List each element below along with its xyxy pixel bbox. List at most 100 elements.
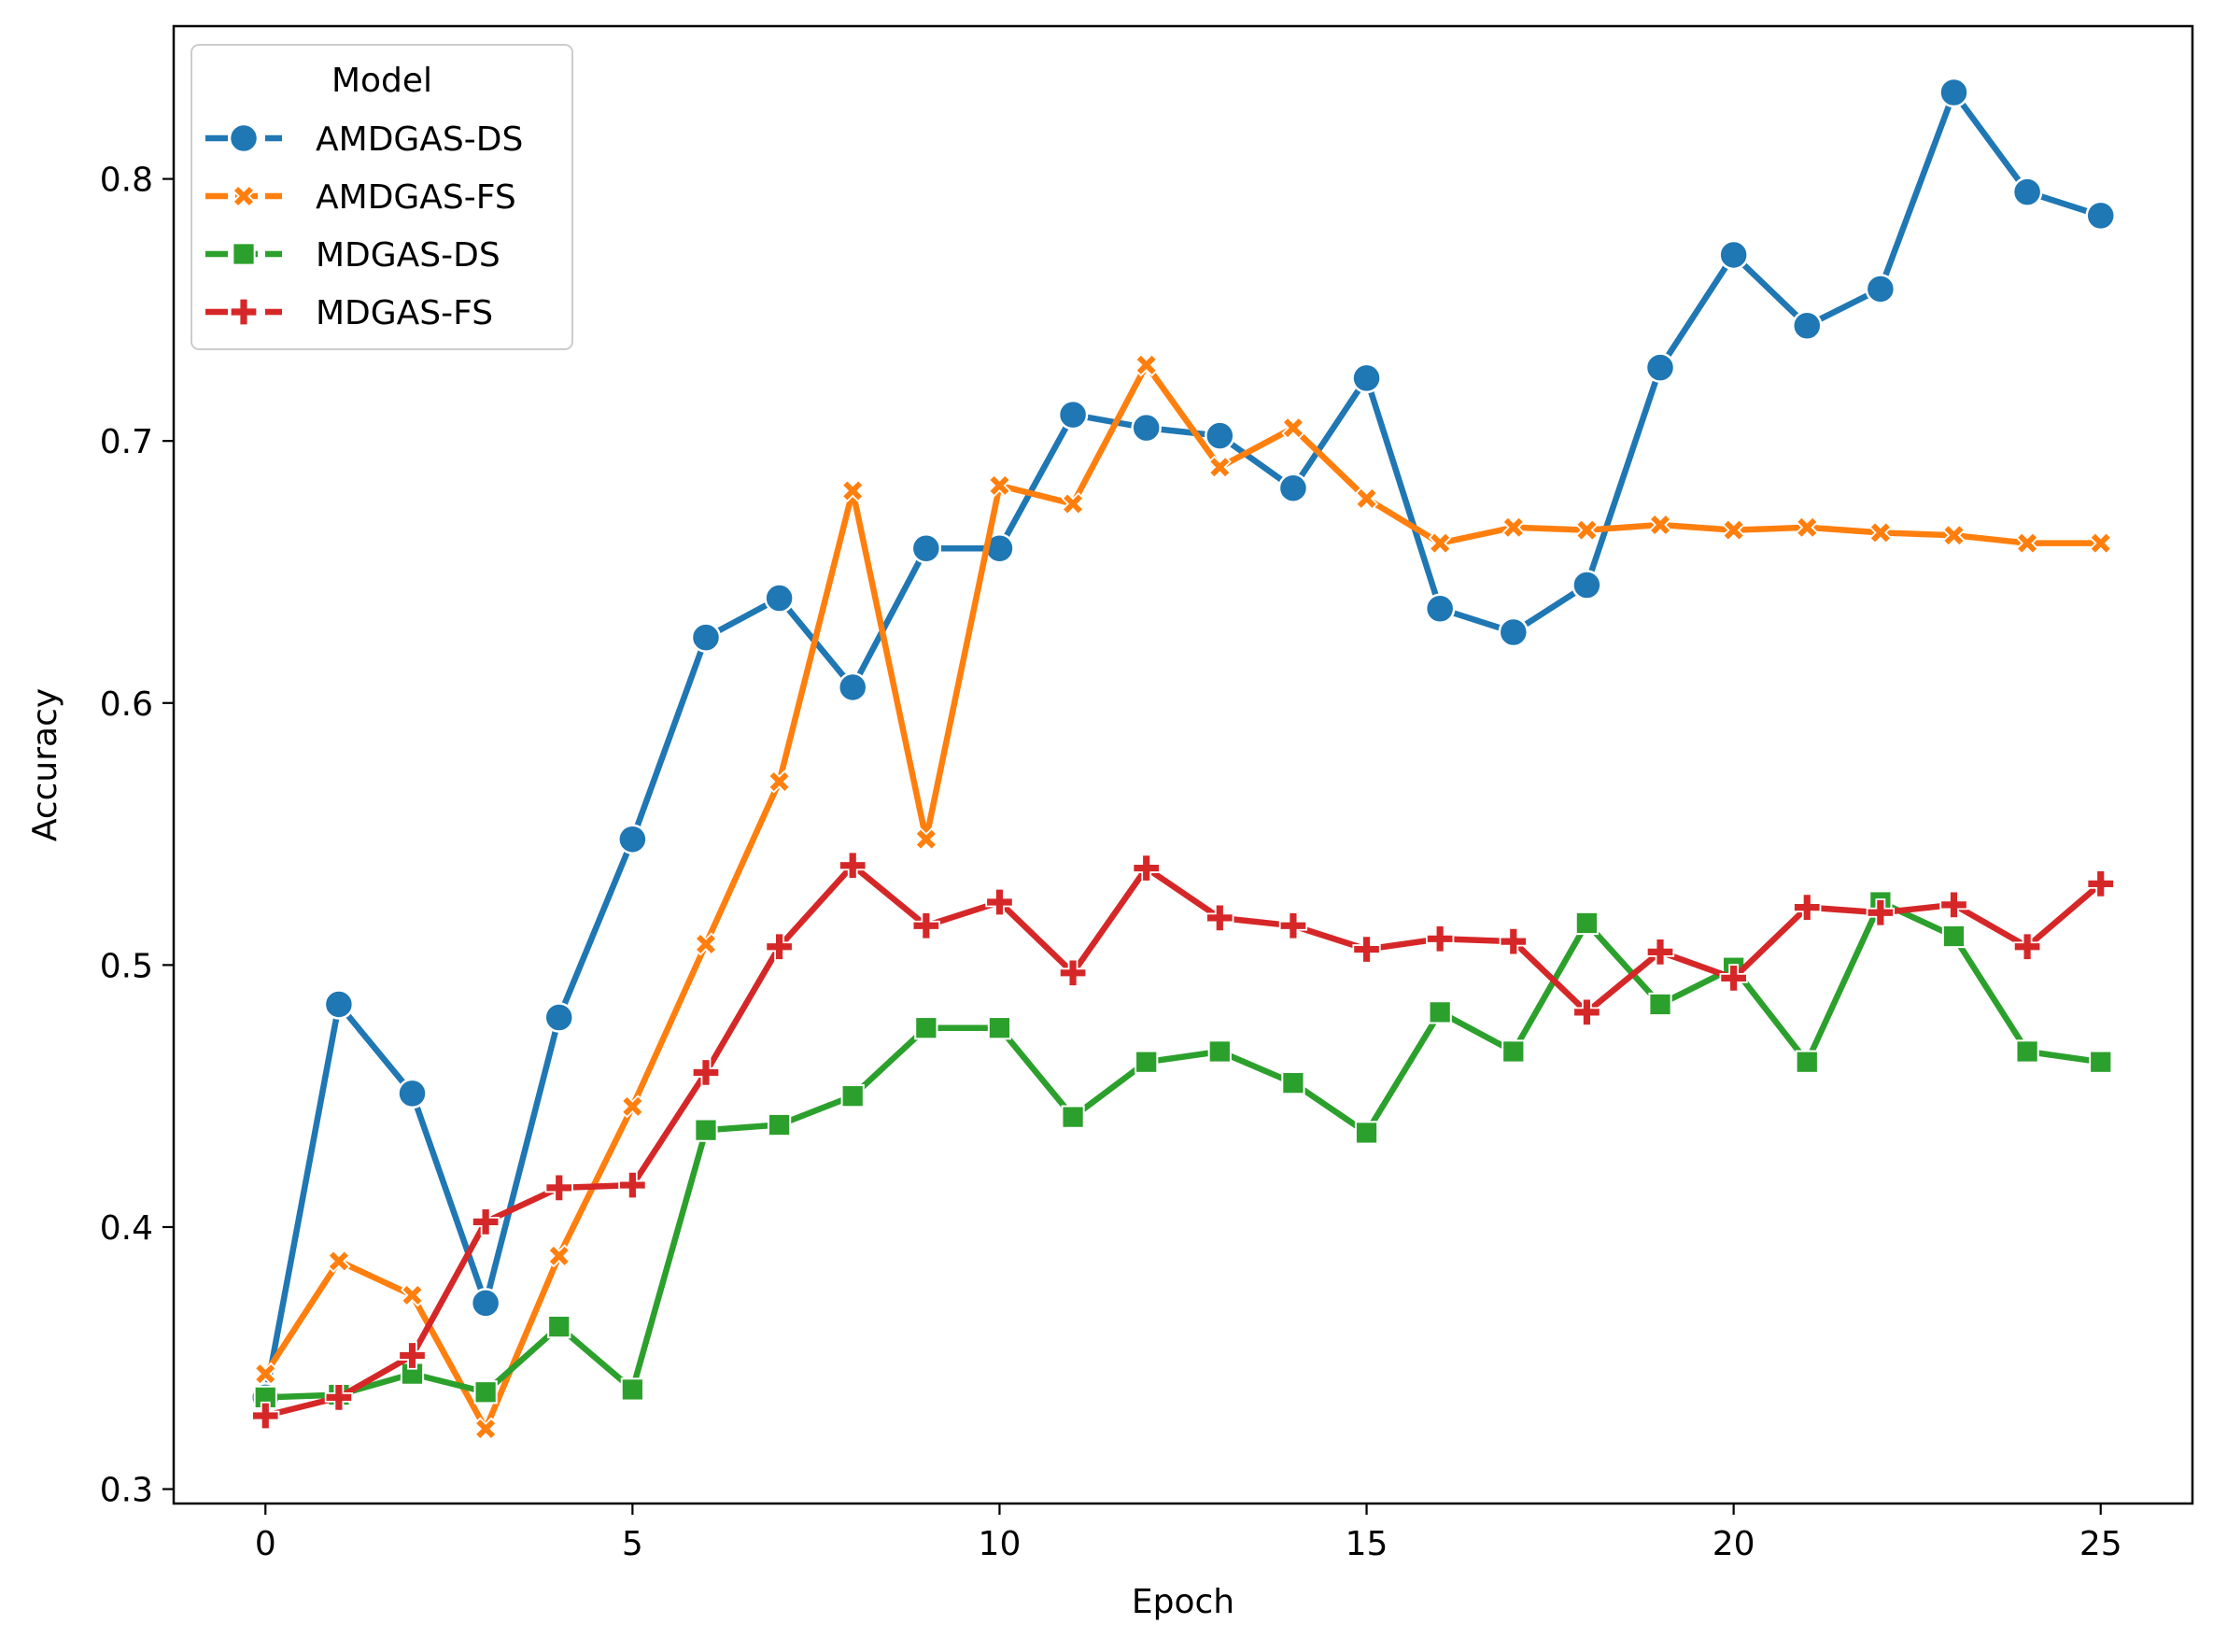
- data-point: [2086, 869, 2115, 898]
- series-line: [262, 361, 2104, 1433]
- data-point: [1058, 958, 1088, 987]
- data-point: [544, 1173, 573, 1203]
- data-point: [1719, 964, 1748, 993]
- y-tick-label: 0.8: [100, 162, 153, 200]
- data-point: [400, 1283, 425, 1307]
- data-point: [768, 770, 792, 794]
- data-point: [1281, 416, 1305, 440]
- data-point: [1428, 1000, 1452, 1024]
- data-point: [617, 824, 648, 854]
- legend-label: MDGAS-FS: [316, 294, 493, 332]
- y-tick-label: 0.5: [100, 947, 153, 985]
- data-point: [839, 851, 867, 880]
- data-point: [2015, 531, 2039, 556]
- series-mdgas-fs: [251, 851, 2115, 1431]
- data-point: [1277, 473, 1309, 503]
- data-point: [840, 478, 865, 503]
- data-point: [2015, 1039, 2039, 1064]
- data-point: [1795, 1050, 1819, 1074]
- data-point: [767, 1112, 792, 1137]
- data-point: [987, 1016, 1012, 1040]
- data-point: [910, 532, 942, 564]
- data-point: [1645, 938, 1675, 967]
- data-point: [914, 1016, 938, 1040]
- legend-label: MDGAS-DS: [316, 236, 500, 275]
- data-point: [1718, 239, 1749, 271]
- y-tick-label: 0.7: [100, 423, 153, 461]
- data-point: [1574, 911, 1600, 936]
- legend-marker: [229, 297, 259, 327]
- legend-title: Model: [331, 62, 432, 100]
- data-point: [1939, 890, 1968, 919]
- data-point: [1352, 935, 1381, 964]
- data-point: [2089, 531, 2113, 556]
- data-point: [837, 671, 868, 703]
- data-point: [1355, 487, 1379, 511]
- data-point: [911, 911, 940, 940]
- x-tick-label: 15: [1346, 1525, 1388, 1563]
- y-tick-label: 0.4: [100, 1209, 153, 1248]
- legend-marker: [232, 242, 256, 266]
- legend-label: AMDGAS-DS: [316, 120, 523, 159]
- x-axis-label: Epoch: [1132, 1583, 1234, 1621]
- legend-item: MDGAS-FS: [205, 294, 493, 332]
- data-point: [1205, 903, 1234, 933]
- data-point: [1501, 1039, 1526, 1064]
- data-point: [327, 1249, 351, 1273]
- data-point: [1131, 412, 1162, 444]
- series-amdgas-fs: [253, 353, 2113, 1441]
- data-point: [398, 1341, 427, 1370]
- data-point: [694, 1118, 718, 1142]
- data-point: [251, 1401, 280, 1431]
- data-point: [1572, 997, 1601, 1027]
- data-point: [1648, 992, 1672, 1017]
- data-point: [1132, 854, 1161, 882]
- data-point: [1938, 77, 1969, 108]
- data-point: [473, 1380, 498, 1405]
- series-line: [262, 898, 2104, 1401]
- data-point: [1354, 1121, 1379, 1145]
- legend-item: MDGAS-DS: [205, 236, 500, 275]
- x-tick-label: 10: [979, 1525, 1022, 1563]
- data-point: [840, 1084, 865, 1108]
- data-point: [1792, 310, 1823, 341]
- ticks-layer: 0 5 10 15 20 25 0.3 0.4 0.5 0.6 0.7 0.8: [100, 162, 2122, 1563]
- data-point: [1941, 523, 1966, 547]
- data-point: [471, 1207, 500, 1236]
- series-layer: [250, 77, 2116, 1441]
- x-tick-label: 5: [622, 1525, 643, 1563]
- data-point: [543, 1002, 574, 1033]
- y-tick-label: 0.3: [100, 1472, 153, 1510]
- y-tick-label: 0.6: [100, 685, 153, 724]
- data-point: [1722, 518, 1746, 543]
- data-point: [1061, 1105, 1085, 1129]
- data-point: [1501, 515, 1526, 540]
- legend-marker: [228, 122, 260, 154]
- x-tick-label: 25: [2079, 1525, 2122, 1563]
- data-point: [764, 583, 795, 614]
- data-point: [1574, 518, 1599, 543]
- data-point: [1941, 924, 1966, 949]
- data-point: [473, 1417, 498, 1441]
- legend-marker: [232, 184, 256, 208]
- data-point: [2011, 176, 2043, 207]
- data-point: [985, 887, 1014, 917]
- x-tick-label: 20: [1713, 1525, 1755, 1563]
- data-point: [1061, 492, 1085, 516]
- data-point: [1135, 353, 1159, 377]
- data-point: [1281, 1071, 1305, 1095]
- data-point: [1205, 420, 1235, 451]
- data-point: [618, 1170, 647, 1200]
- data-point: [1351, 362, 1382, 394]
- data-point: [1865, 274, 1896, 304]
- data-point: [914, 827, 938, 852]
- data-point: [1207, 1039, 1232, 1064]
- x-tick-label: 0: [255, 1525, 276, 1563]
- data-point: [324, 1383, 354, 1412]
- data-point: [1499, 926, 1528, 956]
- series-line: [262, 89, 2104, 1401]
- legend-item: AMDGAS-FS: [205, 178, 516, 217]
- data-point: [1795, 515, 1819, 540]
- data-point: [1207, 455, 1232, 479]
